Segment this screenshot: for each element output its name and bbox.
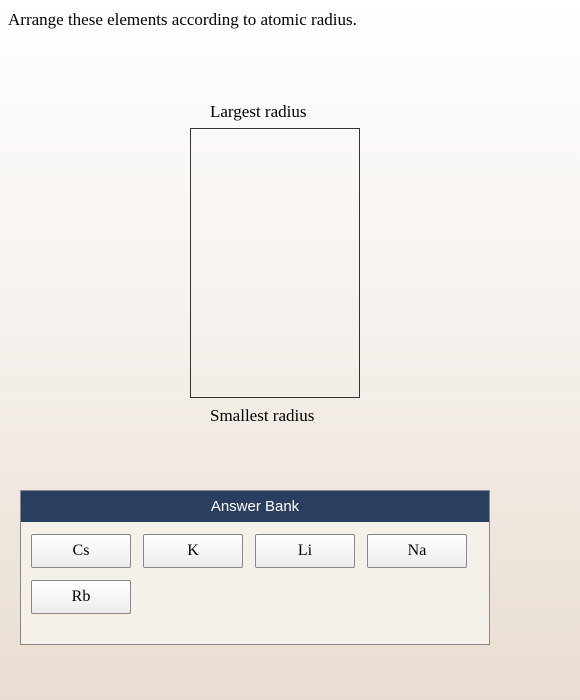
largest-radius-label: Largest radius [210,102,306,122]
answer-bank: Answer Bank Cs K Li Na Rb [20,490,490,645]
bank-row: Rb [31,580,479,614]
question-prompt: Arrange these elements according to atom… [0,0,580,40]
ranking-drop-zone[interactable] [190,128,360,398]
element-tile-k[interactable]: K [143,534,243,568]
element-tile-na[interactable]: Na [367,534,467,568]
element-tile-li[interactable]: Li [255,534,355,568]
answer-bank-header: Answer Bank [21,491,489,522]
answer-bank-body: Cs K Li Na Rb [21,522,489,644]
element-tile-rb[interactable]: Rb [31,580,131,614]
bank-row: Cs K Li Na [31,534,479,568]
element-tile-cs[interactable]: Cs [31,534,131,568]
ranking-area: Largest radius Smallest radius [0,40,580,460]
smallest-radius-label: Smallest radius [210,406,314,426]
